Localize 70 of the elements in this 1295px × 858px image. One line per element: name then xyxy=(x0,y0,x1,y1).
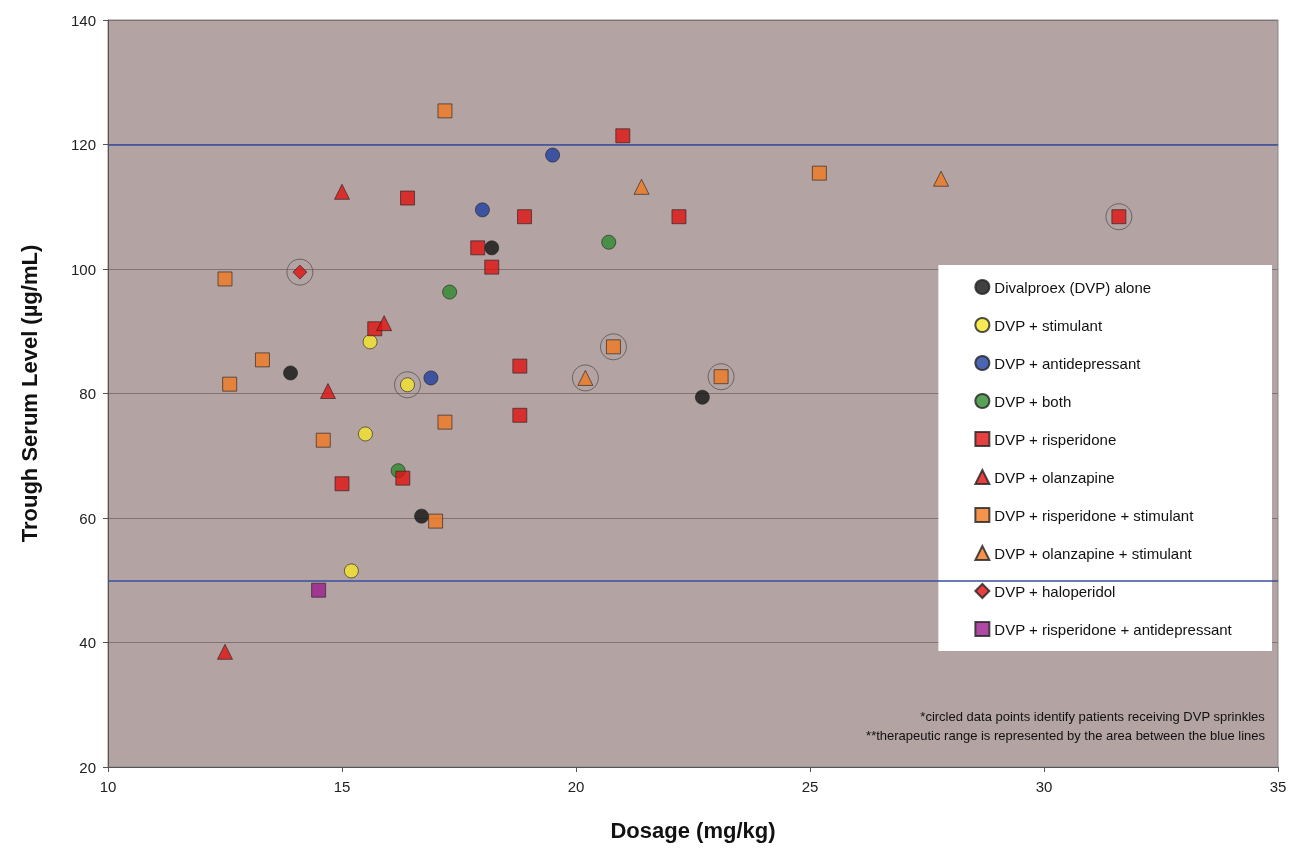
point xyxy=(442,284,458,300)
point xyxy=(217,271,233,287)
point xyxy=(599,333,627,361)
y-tick-label: 20 xyxy=(79,758,96,776)
point xyxy=(933,170,949,187)
x-tick-label: 10 xyxy=(99,778,117,795)
point xyxy=(286,258,314,286)
legend-label: DVP + haloperidol xyxy=(994,582,1116,600)
legend-label: DVP + risperidone + antidepressant xyxy=(994,620,1233,638)
y-tick-label: 140 xyxy=(70,11,96,29)
y-tick-label: 40 xyxy=(79,634,96,651)
y-axis-title: Trough Serum Level (µg/mL) xyxy=(16,244,42,543)
legend-label: DVP + olanzapine + stimulant xyxy=(994,544,1193,562)
point xyxy=(334,476,350,492)
point xyxy=(343,563,359,579)
annotation: *circled data points identify patients receiving DVP sprinkles xyxy=(920,709,1266,724)
point xyxy=(423,370,439,386)
point xyxy=(484,259,500,275)
legend-label: DVP + risperidone xyxy=(994,430,1117,448)
point xyxy=(811,165,827,181)
point xyxy=(394,371,422,399)
point xyxy=(475,202,490,218)
legend-label: DVP + olanzapine xyxy=(994,468,1115,486)
legend-label: DVP + both xyxy=(994,392,1072,410)
point xyxy=(428,513,443,529)
point xyxy=(484,240,500,256)
point xyxy=(311,582,326,598)
y-tick-label: 120 xyxy=(70,136,96,153)
point xyxy=(334,183,350,200)
x-tick-label: 30 xyxy=(1035,778,1053,795)
point xyxy=(571,364,599,392)
y-tick-label: 80 xyxy=(79,385,96,402)
legend-label: DVP + risperidone + stimulant xyxy=(994,506,1195,524)
point xyxy=(615,128,631,144)
point xyxy=(1105,203,1133,231)
legend-label: Divalproex (DVP) alone xyxy=(994,278,1152,296)
point xyxy=(601,234,617,250)
point xyxy=(512,358,528,374)
point xyxy=(222,376,238,392)
point xyxy=(320,383,336,399)
point xyxy=(671,209,687,225)
point xyxy=(358,426,373,442)
point xyxy=(707,363,735,391)
point xyxy=(376,315,393,332)
point xyxy=(217,643,233,660)
legend-label: DVP + antidepressant xyxy=(994,354,1142,372)
point xyxy=(437,414,453,430)
point xyxy=(512,407,528,423)
point xyxy=(545,147,560,163)
point xyxy=(633,178,650,195)
x-tick-label: 25 xyxy=(801,778,819,795)
point xyxy=(255,352,270,368)
point xyxy=(517,209,532,225)
y-tick-label: 60 xyxy=(79,509,96,527)
point xyxy=(395,470,411,486)
x-axis-title: Dosage (mg/kg) xyxy=(610,817,776,843)
point xyxy=(362,334,378,350)
x-tick-label: 15 xyxy=(333,778,351,795)
point xyxy=(437,103,453,119)
legend-label: DVP + stimulant xyxy=(994,316,1103,334)
x-tick-label: 35 xyxy=(1269,778,1287,795)
point xyxy=(470,240,486,256)
point xyxy=(400,190,415,206)
annotation: **therapeutic range is represented by the area between the blue lines xyxy=(866,728,1266,743)
point xyxy=(414,508,429,524)
point xyxy=(315,432,331,448)
y-tick-label: 100 xyxy=(70,260,96,278)
x-tick-label: 20 xyxy=(567,778,585,795)
point xyxy=(283,365,298,381)
point xyxy=(694,389,710,405)
